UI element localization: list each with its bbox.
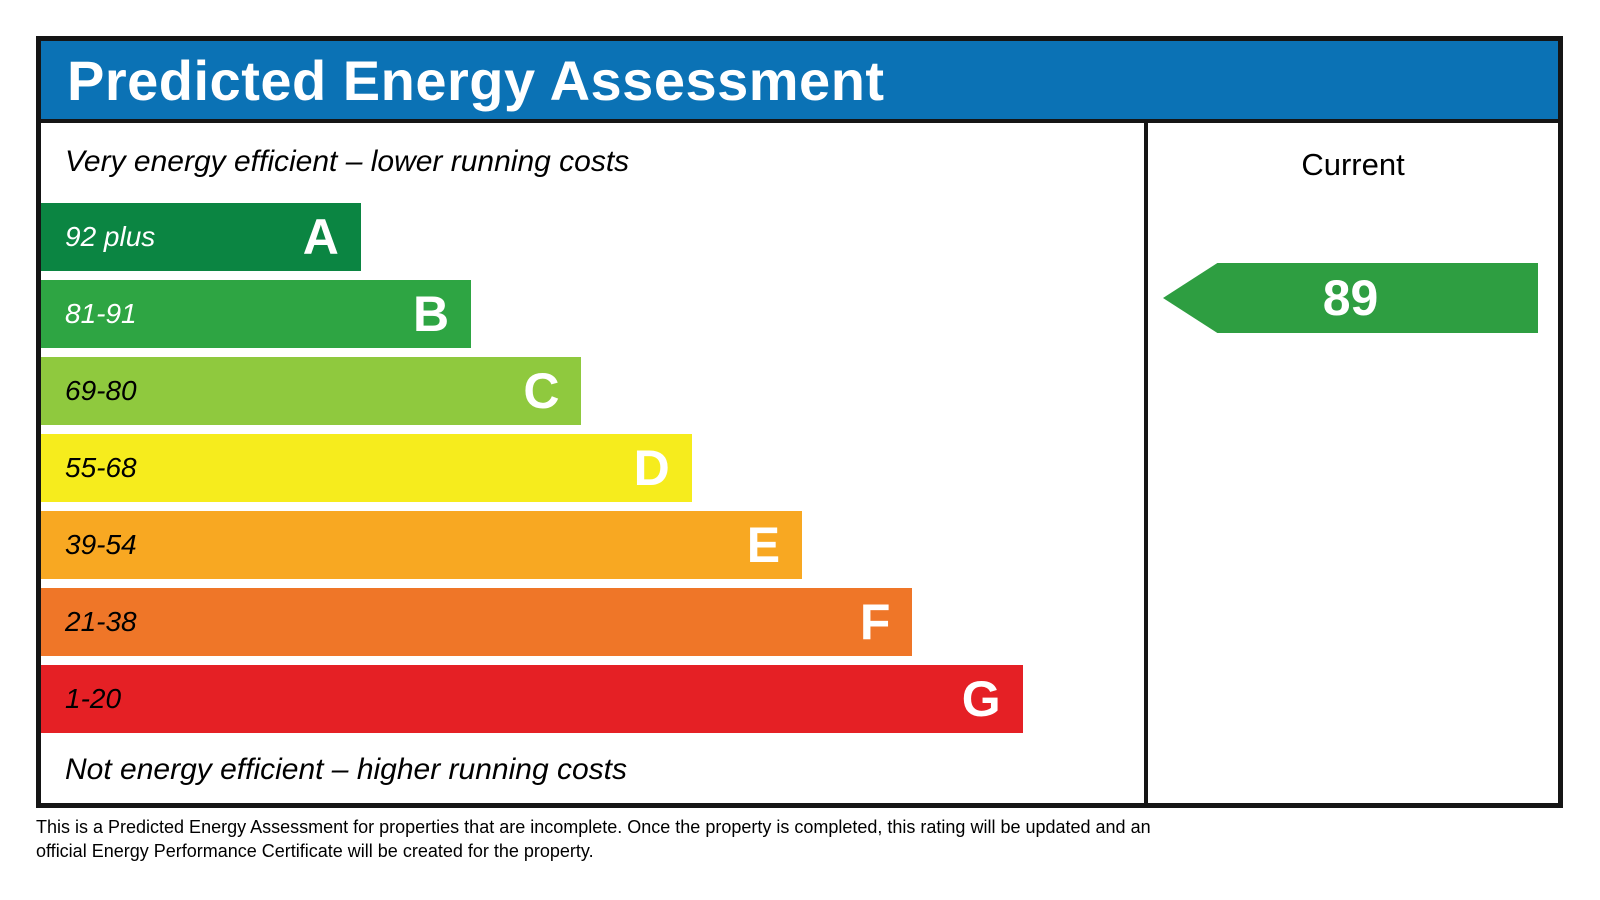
certificate-header: Predicted Energy Assessment — [41, 41, 1558, 123]
band-letter: A — [302, 209, 339, 265]
band-letter: G — [961, 671, 1001, 727]
band-bar: 81-91 B — [41, 280, 472, 348]
band-range-label: 39-54 — [65, 529, 137, 560]
band-bar: 92 plus A — [41, 203, 361, 271]
band-row: 21-38 F — [41, 588, 1144, 656]
band-bar: 69-80 C — [41, 357, 582, 425]
band-row: 39-54 E — [41, 511, 1144, 579]
current-column-header: Current — [1301, 147, 1405, 182]
band-range-label: 81-91 — [65, 298, 137, 329]
band-range-label: 92 plus — [65, 221, 156, 252]
band-row: 81-91 B — [41, 280, 1144, 348]
footnote-line-2: official Energy Performance Certificate … — [36, 840, 594, 861]
band-letter: F — [859, 594, 891, 650]
current-rating-panel: Current 89 — [1144, 123, 1558, 803]
band-row: 92 plus A — [41, 203, 1144, 271]
band-list: 92 plus A 81-91 B 69-80 C 55-68 D 39-54 … — [41, 203, 1144, 733]
band-row: 55-68 D — [41, 434, 1144, 502]
band-bar: 39-54 E — [41, 511, 803, 579]
page-title: Predicted Energy Assessment — [67, 48, 885, 112]
band-row: 1-20 G — [41, 665, 1144, 733]
footnote-line-1: This is a Predicted Energy Assessment fo… — [36, 817, 1151, 837]
current-rating-arrow: 89 — [1163, 263, 1538, 333]
band-range-label: 69-80 — [65, 375, 137, 406]
band-letter: C — [523, 363, 560, 419]
certificate-body: Very energy efficient – lower running co… — [41, 123, 1558, 803]
rating-chart-panel: Very energy efficient – lower running co… — [41, 123, 1144, 803]
footnote: This is a Predicted Energy Assessment fo… — [36, 816, 1336, 864]
bottom-caption: Not energy efficient – higher running co… — [65, 753, 627, 786]
top-caption: Very energy efficient – lower running co… — [65, 145, 630, 178]
band-range-label: 55-68 — [65, 452, 137, 483]
band-range-label: 1-20 — [65, 683, 122, 714]
band-bar: 1-20 G — [41, 665, 1023, 733]
band-row: 69-80 C — [41, 357, 1144, 425]
band-bar: 55-68 D — [41, 434, 692, 502]
current-rating-value: 89 — [1322, 270, 1379, 326]
band-letter: D — [633, 440, 670, 496]
energy-assessment-certificate: Predicted Energy Assessment Very energy … — [36, 36, 1563, 808]
band-range-label: 21-38 — [65, 606, 137, 637]
band-letter: B — [413, 286, 450, 342]
band-letter: E — [746, 517, 781, 573]
band-bar: 21-38 F — [41, 588, 913, 656]
